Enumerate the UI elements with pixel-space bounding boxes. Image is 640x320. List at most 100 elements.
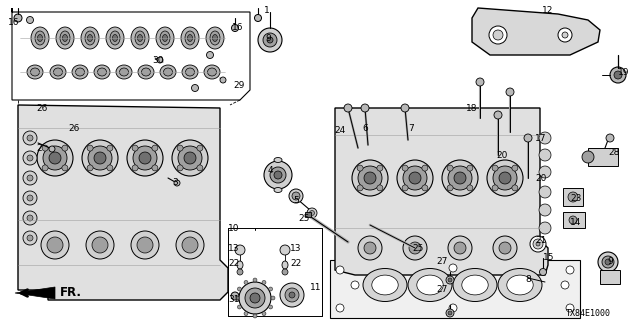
Ellipse shape (282, 261, 288, 269)
Circle shape (605, 259, 611, 265)
Ellipse shape (31, 27, 49, 49)
Ellipse shape (462, 275, 488, 295)
Text: 26: 26 (68, 124, 79, 132)
Text: 23: 23 (570, 194, 581, 203)
Text: 5: 5 (293, 196, 299, 204)
Circle shape (566, 304, 574, 312)
Polygon shape (472, 8, 600, 55)
Circle shape (492, 165, 498, 171)
Circle shape (492, 185, 498, 191)
Circle shape (271, 296, 275, 300)
Text: 12: 12 (542, 5, 554, 14)
Circle shape (86, 231, 114, 259)
Circle shape (62, 145, 68, 151)
Circle shape (449, 304, 457, 312)
Circle shape (178, 146, 202, 170)
Polygon shape (12, 8, 250, 100)
Ellipse shape (186, 68, 195, 76)
Text: 3: 3 (172, 178, 178, 187)
Circle shape (43, 146, 67, 170)
Circle shape (606, 134, 614, 142)
Circle shape (152, 165, 158, 171)
Ellipse shape (38, 35, 42, 42)
Circle shape (131, 231, 159, 259)
Circle shape (357, 165, 363, 171)
Bar (563, 212, 585, 228)
Circle shape (49, 146, 55, 152)
Circle shape (448, 311, 452, 315)
Circle shape (582, 151, 594, 163)
Circle shape (336, 266, 344, 274)
Ellipse shape (156, 27, 174, 49)
Ellipse shape (141, 68, 150, 76)
Text: 20: 20 (496, 150, 508, 159)
Text: 13: 13 (228, 244, 239, 252)
Ellipse shape (212, 35, 218, 42)
Ellipse shape (110, 31, 120, 45)
Circle shape (422, 185, 428, 191)
Polygon shape (18, 105, 228, 300)
Circle shape (494, 111, 502, 119)
Circle shape (512, 185, 518, 191)
Ellipse shape (160, 65, 176, 79)
Circle shape (27, 195, 33, 201)
Text: 19: 19 (618, 68, 630, 76)
Text: 18: 18 (465, 103, 477, 113)
Circle shape (536, 242, 540, 246)
Circle shape (614, 71, 622, 79)
Circle shape (533, 239, 543, 249)
Circle shape (262, 312, 266, 316)
Circle shape (172, 140, 208, 176)
Circle shape (409, 242, 421, 254)
Circle shape (62, 165, 68, 171)
Circle shape (139, 152, 151, 164)
Circle shape (377, 185, 383, 191)
Circle shape (47, 237, 63, 253)
Circle shape (454, 172, 466, 184)
Ellipse shape (185, 31, 195, 45)
Circle shape (512, 165, 518, 171)
Circle shape (467, 185, 473, 191)
Circle shape (448, 166, 472, 190)
Circle shape (292, 192, 300, 200)
Circle shape (357, 185, 363, 191)
Circle shape (23, 191, 37, 205)
Circle shape (539, 204, 551, 216)
Ellipse shape (163, 35, 168, 42)
Text: 27: 27 (436, 285, 448, 294)
Circle shape (258, 28, 282, 52)
Ellipse shape (88, 35, 93, 42)
Circle shape (562, 32, 568, 38)
Ellipse shape (116, 65, 132, 79)
Circle shape (310, 211, 314, 215)
Circle shape (127, 140, 163, 176)
Circle shape (253, 278, 257, 282)
Ellipse shape (274, 157, 282, 163)
Circle shape (285, 288, 299, 302)
Text: 9: 9 (265, 34, 271, 43)
Text: 29: 29 (233, 81, 244, 90)
Circle shape (232, 25, 239, 31)
Circle shape (447, 165, 453, 171)
Circle shape (493, 30, 503, 40)
Ellipse shape (408, 268, 452, 301)
Circle shape (92, 237, 108, 253)
Circle shape (524, 134, 532, 142)
Circle shape (499, 242, 511, 254)
Circle shape (539, 186, 551, 198)
Circle shape (539, 166, 551, 178)
Text: 17: 17 (535, 133, 547, 142)
Ellipse shape (160, 31, 170, 45)
Circle shape (94, 152, 106, 164)
Circle shape (448, 278, 452, 282)
Circle shape (270, 167, 286, 183)
Circle shape (23, 131, 37, 145)
Circle shape (361, 104, 369, 112)
Text: 25: 25 (412, 244, 424, 252)
Ellipse shape (507, 275, 533, 295)
Circle shape (220, 77, 226, 83)
Ellipse shape (54, 68, 63, 76)
Text: 22: 22 (228, 260, 239, 268)
Circle shape (397, 160, 433, 196)
Text: 28: 28 (608, 148, 620, 156)
